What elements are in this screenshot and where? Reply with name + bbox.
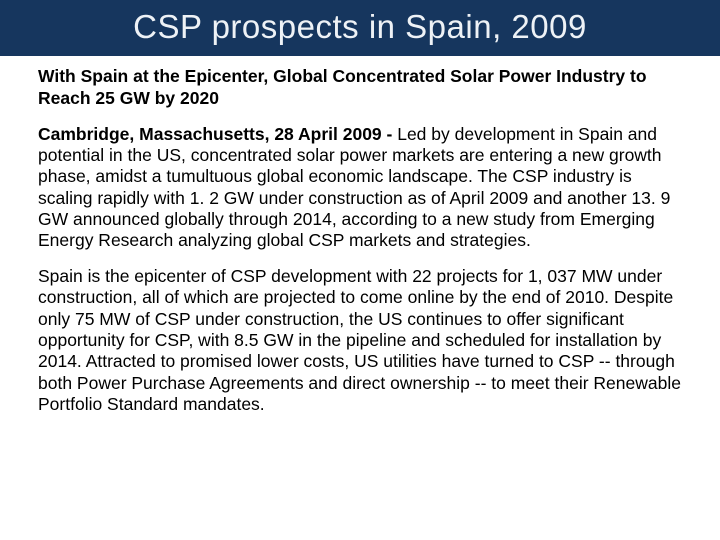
subheading: With Spain at the Epicenter, Global Conc… xyxy=(38,66,682,110)
paragraph-2: Spain is the epicenter of CSP developmen… xyxy=(38,266,682,415)
paragraph-1: Cambridge, Massachusetts, 28 April 2009 … xyxy=(38,124,682,252)
slide-title: CSP prospects in Spain, 2009 xyxy=(133,8,587,45)
paragraph-1-lead: Cambridge, Massachusetts, 28 April 2009 … xyxy=(38,124,397,144)
slide: CSP prospects in Spain, 2009 With Spain … xyxy=(0,0,720,540)
content-area: With Spain at the Epicenter, Global Conc… xyxy=(0,56,720,415)
title-bar: CSP prospects in Spain, 2009 xyxy=(0,0,720,56)
